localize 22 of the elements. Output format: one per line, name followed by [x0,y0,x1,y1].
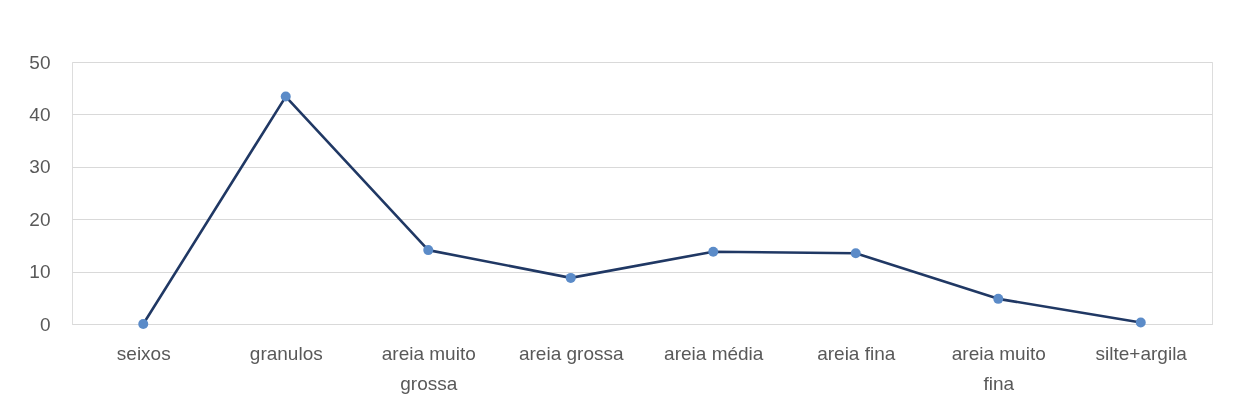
point [423,245,434,256]
point [565,272,576,283]
x-tick-label: areia grossa [518,342,624,364]
point [138,319,149,329]
point [280,91,291,102]
x-tick-label: granulos [249,342,323,364]
x-tick-label: seixos [116,342,171,364]
point [993,293,1004,304]
y-tick-label: 20 [29,208,51,230]
y-tick-label: 50 [29,51,51,73]
x-tick-label: areia fina [817,342,896,364]
x-tick-label: areia muito fina [951,342,1046,394]
y-tick-label: 30 [29,156,51,178]
x-tick-label: silte+argila [1095,342,1188,364]
point [850,248,861,259]
x-tick-label: areia média [664,342,764,364]
x-tick-label: areia muito grossa [381,342,476,394]
y-tick-label: 40 [29,103,51,125]
y-tick-label: 10 [29,261,51,283]
y-tick-label: 0 [39,313,51,335]
point [1135,317,1146,328]
point [708,246,719,257]
